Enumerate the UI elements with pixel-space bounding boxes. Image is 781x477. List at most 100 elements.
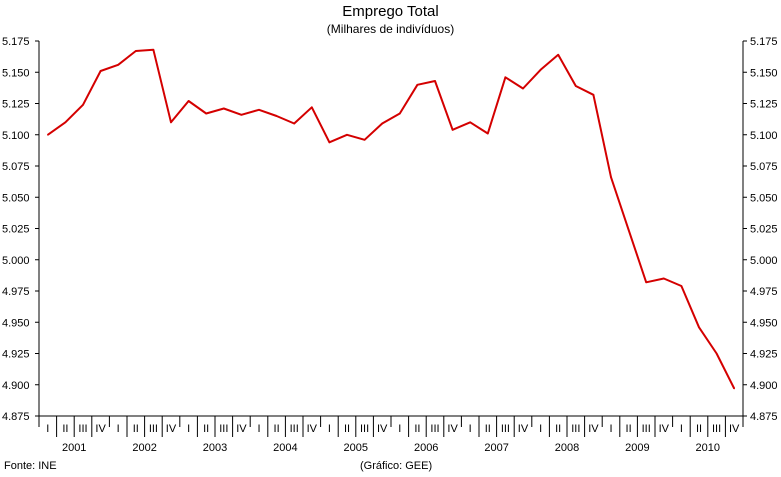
y-tick-label-right: 5.050: [750, 192, 778, 204]
data-point: [715, 352, 718, 355]
year-label: 2003: [203, 442, 227, 454]
quarter-label: IV: [307, 423, 318, 435]
y-tick-label-right: 5.125: [750, 99, 778, 111]
quarter-label: III: [219, 423, 228, 435]
quarter-label: I: [257, 423, 260, 435]
data-point: [293, 122, 296, 125]
quarter-label: IV: [166, 423, 177, 435]
data-point: [363, 139, 366, 141]
y-tick-label-left: 5.025: [2, 224, 30, 236]
quarter-label: II: [133, 423, 139, 435]
y-tick-label-left: 5.150: [2, 67, 30, 79]
y-tick-label-left: 5.000: [2, 255, 30, 267]
y-tick-label-left: 5.100: [2, 130, 30, 142]
data-point: [275, 115, 278, 117]
data-point: [187, 100, 190, 102]
quarter-label: II: [696, 423, 702, 435]
y-tick-label-left: 5.075: [2, 161, 30, 173]
y-tick-label-right: 5.000: [750, 255, 778, 267]
y-tick-label-left: 4.900: [2, 380, 30, 392]
data-point: [663, 277, 665, 280]
chart-title: Emprego Total: [342, 3, 439, 20]
quarter-label: I: [187, 423, 190, 435]
data-point: [645, 281, 647, 284]
data-point: [205, 112, 207, 115]
data-point: [64, 121, 67, 124]
quarter-label: I: [398, 423, 401, 435]
data-point: [399, 112, 401, 115]
data-point: [451, 129, 454, 131]
quarter-label: II: [626, 423, 632, 435]
y-tick-label-right: 4.900: [750, 380, 778, 392]
quarter-label: III: [712, 423, 721, 435]
data-point: [346, 134, 348, 136]
data-point: [733, 387, 735, 390]
data-point: [170, 121, 172, 124]
quarter-label: I: [680, 423, 683, 435]
y-tick-label-left: 4.975: [2, 286, 30, 298]
quarter-label: II: [62, 423, 68, 435]
y-tick-label-left: 5.050: [2, 192, 30, 204]
data-point: [416, 84, 419, 86]
quarter-label: III: [642, 423, 651, 435]
series-line: [47, 48, 736, 389]
quarter-label: II: [555, 423, 561, 435]
data-point: [47, 134, 49, 136]
quarter-label: II: [485, 423, 491, 435]
quarter-label: I: [46, 423, 49, 435]
y-tick-label-right: 5.025: [750, 224, 778, 236]
data-point: [680, 285, 683, 287]
year-label: 2010: [696, 442, 720, 454]
year-label: 2005: [344, 442, 368, 454]
quarter-label: II: [344, 423, 350, 435]
y-tick-label-right: 4.950: [750, 317, 778, 329]
year-label: 2001: [62, 442, 86, 454]
quarter-label: IV: [588, 423, 599, 435]
y-tick-label-left: 4.950: [2, 317, 30, 329]
data-point: [99, 70, 102, 72]
y-tick-label-right: 5.150: [750, 67, 778, 79]
year-label: 2002: [132, 442, 156, 454]
year-label: 2004: [273, 442, 297, 454]
y-tick-label-left: 5.175: [2, 36, 30, 48]
data-point: [381, 122, 384, 125]
data-point: [311, 106, 313, 109]
quarter-label: III: [290, 423, 299, 435]
quarter-label: IV: [659, 423, 670, 435]
quarter-label: IV: [95, 423, 106, 435]
quarter-label: IV: [729, 423, 740, 435]
quarter-label: II: [203, 423, 209, 435]
y-tick-label-right: 5.175: [750, 36, 778, 48]
quarter-label: III: [360, 423, 369, 435]
quarter-label: IV: [518, 423, 529, 435]
quarter-label: I: [469, 423, 472, 435]
data-point: [434, 80, 436, 82]
data-point: [504, 76, 507, 79]
quarter-label: I: [117, 423, 120, 435]
y-tick-label-right: 4.925: [750, 349, 778, 361]
data-point: [240, 114, 243, 116]
y-tick-label-left: 4.925: [2, 349, 30, 361]
quarter-label: IV: [377, 423, 388, 435]
data-point: [627, 229, 630, 231]
data-point: [328, 141, 331, 144]
quarter-label: I: [539, 423, 542, 435]
data-point: [522, 87, 524, 90]
y-tick-label-right: 5.075: [750, 161, 778, 173]
data-point: [539, 69, 542, 71]
data-point: [82, 104, 84, 106]
data-point: [698, 326, 700, 329]
year-label: 2009: [625, 442, 649, 454]
quarter-label: III: [571, 423, 580, 435]
year-label: 2007: [484, 442, 508, 454]
quarter-label: II: [274, 423, 280, 435]
data-point: [223, 107, 225, 110]
year-label: 2006: [414, 442, 438, 454]
quarter-label: III: [149, 423, 158, 435]
quarter-label: III: [501, 423, 510, 435]
quarter-label: III: [430, 423, 439, 435]
quarter-label: II: [414, 423, 420, 435]
quarter-label: IV: [236, 423, 247, 435]
y-tick-label-right: 4.975: [750, 286, 778, 298]
